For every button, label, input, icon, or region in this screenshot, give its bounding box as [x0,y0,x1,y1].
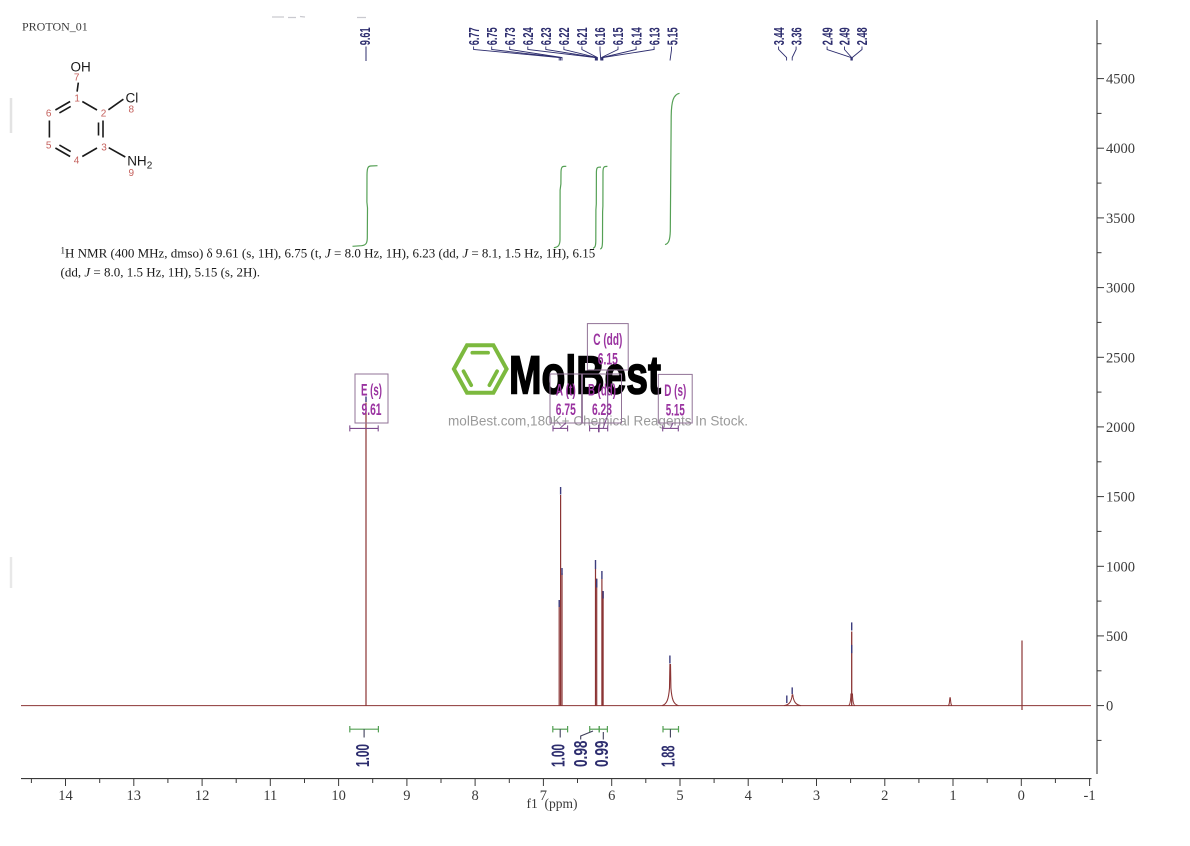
svg-text:7: 7 [540,788,547,804]
svg-text:6.13: 6.13 [647,27,663,45]
svg-text:f1 (ppm): f1 (ppm) [527,796,578,811]
svg-text:1.88: 1.88 [659,746,679,768]
svg-text:3.44: 3.44 [772,27,788,45]
svg-text:8: 8 [471,788,478,804]
svg-text:2.49: 2.49 [838,27,854,45]
svg-text:9: 9 [129,168,135,179]
svg-text:0.99: 0.99 [592,741,612,768]
svg-text:500: 500 [1106,629,1128,645]
svg-text:2500: 2500 [1106,350,1135,366]
svg-text:6.16: 6.16 [593,27,609,45]
svg-text:B (dd): B (dd) [588,381,616,400]
svg-text:5.15: 5.15 [666,400,685,419]
svg-text:6.14: 6.14 [629,27,645,45]
svg-text:5.15: 5.15 [665,27,681,45]
svg-text:12: 12 [195,788,210,804]
svg-text:5: 5 [676,788,683,804]
svg-text:3000: 3000 [1106,281,1135,297]
svg-text:1H NMR (400 MHz, dmso) δ 9.61: 1H NMR (400 MHz, dmso) δ 9.61 (s, 1H), 6… [61,246,596,261]
svg-text:4000: 4000 [1106,141,1135,157]
svg-text:6: 6 [46,108,52,119]
svg-text:9: 9 [403,788,410,804]
svg-text:6.22: 6.22 [557,27,573,45]
svg-text:0.98: 0.98 [571,741,591,768]
svg-text:1.00: 1.00 [353,744,373,767]
svg-text:9.61: 9.61 [362,400,382,419]
svg-text:4500: 4500 [1106,72,1135,88]
svg-text:3: 3 [813,788,820,804]
svg-text:7: 7 [74,73,80,84]
svg-text:13: 13 [127,788,142,804]
svg-text:0: 0 [1018,788,1025,804]
svg-text:5: 5 [46,140,52,151]
svg-text:6.21: 6.21 [575,27,591,45]
svg-text:Cl: Cl [126,91,139,106]
svg-text:11: 11 [263,788,277,804]
svg-text:1000: 1000 [1106,559,1135,575]
svg-text:PROTON_01: PROTON_01 [22,20,88,34]
svg-text:(dd, J = 8.0, 1.5 Hz, 1H), 5.1: (dd, J = 8.0, 1.5 Hz, 1H), 5.15 (s, 2H). [61,265,260,280]
svg-text:6.24: 6.24 [521,27,537,45]
svg-text:6.23: 6.23 [539,27,555,45]
svg-text:1500: 1500 [1106,490,1135,506]
svg-text:14: 14 [58,788,73,804]
svg-text:6.73: 6.73 [503,27,519,45]
svg-text:3500: 3500 [1106,211,1135,227]
svg-text:3: 3 [101,142,107,153]
svg-text:6.75: 6.75 [556,400,576,419]
svg-text:D (s): D (s) [664,381,686,400]
svg-text:2: 2 [881,788,888,804]
svg-text:2.49: 2.49 [820,27,836,45]
svg-text:1: 1 [949,788,956,804]
svg-text:0: 0 [1106,699,1113,715]
svg-text:E (s): E (s) [361,381,382,400]
svg-text:6.77: 6.77 [467,27,483,45]
svg-text:molBest.com,180K+ Chemical Rea: molBest.com,180K+ Chemical Reagents In S… [448,413,748,429]
svg-text:6.15: 6.15 [611,27,627,45]
svg-text:3.36: 3.36 [789,27,805,45]
svg-text:6.23: 6.23 [592,400,612,419]
svg-text:4: 4 [74,155,80,166]
svg-text:-1: -1 [1084,788,1096,804]
svg-text:MolBest: MolBest [509,346,661,406]
svg-text:6: 6 [608,788,615,804]
svg-text:2000: 2000 [1106,420,1135,436]
svg-text:4: 4 [745,788,753,804]
svg-text:2.48: 2.48 [855,27,871,45]
svg-text:9.61: 9.61 [358,27,374,45]
svg-text:A (t): A (t) [556,381,576,400]
svg-text:1: 1 [74,94,80,105]
svg-text:8: 8 [129,105,135,116]
svg-text:1.00: 1.00 [549,744,569,767]
svg-text:6.75: 6.75 [485,27,501,45]
svg-text:C (dd): C (dd) [593,330,622,349]
svg-text:6.15: 6.15 [598,350,618,369]
svg-text:10: 10 [331,788,346,804]
svg-text:2: 2 [101,109,107,120]
svg-text:OH: OH [71,60,91,75]
